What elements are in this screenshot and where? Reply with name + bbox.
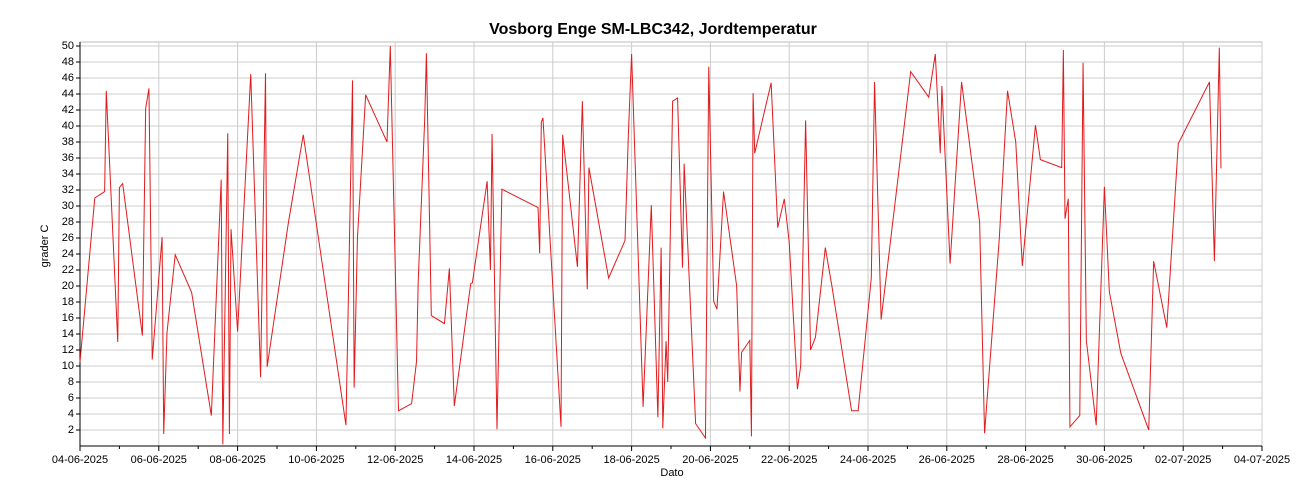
y-tick-label: 30 [62,200,74,212]
y-tick-label: 2 [68,424,74,436]
y-tick-label: 4 [68,408,74,420]
plot-area [79,41,1263,447]
x-tick-label: 12-06-2025 [367,454,423,466]
x-tick-label: 14-06-2025 [446,454,502,466]
x-tick-label: 28-06-2025 [997,454,1053,466]
x-tick-label: 06-06-2025 [131,454,187,466]
y-tick-label: 16 [62,312,74,324]
y-tick-label: 8 [68,376,74,388]
y-tick-label: 36 [62,152,74,164]
y-tick-label: 6 [68,392,74,404]
y-axis-label: grader C [39,225,51,268]
y-tick-label: 38 [62,136,74,148]
x-tick-label: 22-06-2025 [761,454,817,466]
y-tick-label: 32 [62,184,74,196]
y-tick-label: 10 [62,360,74,372]
y-tick-label: 20 [62,280,74,292]
y-tick-label: 12 [62,344,74,356]
y-tick-label: 24 [62,248,74,260]
x-tick-label: 04-06-2025 [52,454,108,466]
chart-title: Vosborg Enge SM-LBC342, Jordtemperatur [489,21,817,38]
x-tick-label: 10-06-2025 [288,454,344,466]
x-tick-label: 16-06-2025 [525,454,581,466]
y-tick-label: 34 [62,168,74,180]
y-tick-label: 44 [62,88,74,100]
y-tick-label: 18 [62,296,74,308]
y-tick-label: 42 [62,104,74,116]
x-tick-label: 08-06-2025 [209,454,265,466]
y-tick-label: 28 [62,216,74,228]
y-tick-label: 40 [62,120,74,132]
y-tick-label: 48 [62,56,74,68]
y-tick-label: 50 [62,40,74,52]
x-tick-label: 04-07-2025 [1234,454,1290,466]
x-tick-label: 26-06-2025 [919,454,975,466]
x-tick-label: 30-06-2025 [1076,454,1132,466]
x-tick-label: 18-06-2025 [603,454,659,466]
x-tick-label: 20-06-2025 [682,454,738,466]
x-tick-label: 02-07-2025 [1155,454,1211,466]
data-line [79,45,1222,445]
y-tick-label: 46 [62,72,74,84]
y-tick-label: 26 [62,232,74,244]
x-axis-label: Dato [660,467,683,479]
y-tick-label: 14 [62,328,74,340]
y-tick-label: 22 [62,264,74,276]
x-tick-label: 24-06-2025 [840,454,896,466]
